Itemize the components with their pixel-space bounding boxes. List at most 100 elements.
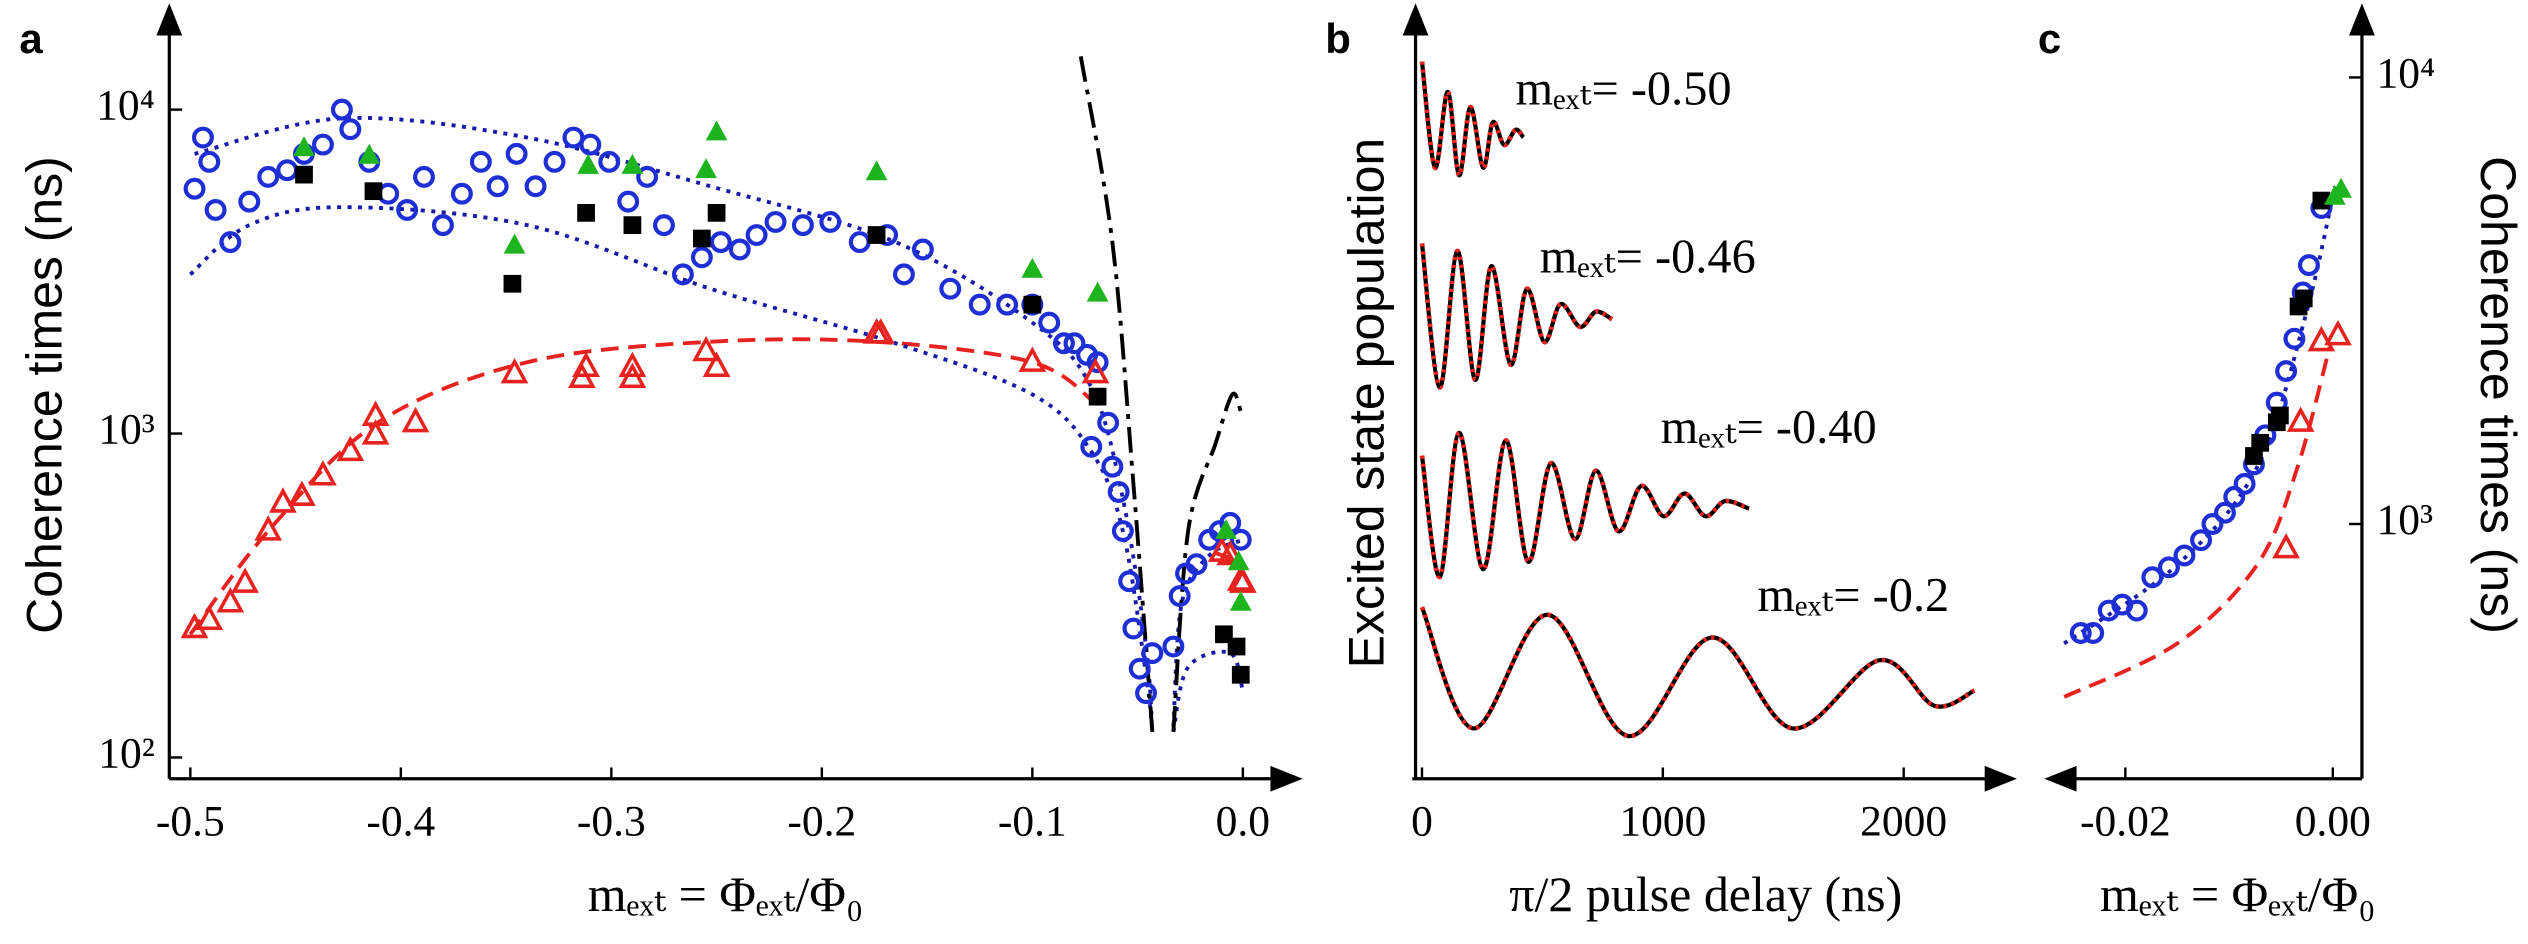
data-point — [2271, 406, 2289, 425]
data-point — [503, 233, 526, 254]
y-axis-arrow — [156, 3, 183, 36]
y-tick-label: 10⁴ — [96, 82, 155, 130]
data-point — [524, 175, 547, 198]
data-point — [2233, 472, 2256, 495]
data-point — [1227, 637, 1246, 656]
data-point — [1063, 332, 1086, 355]
x-tick-label: 0.0 — [1216, 797, 1270, 845]
data-point — [295, 165, 313, 184]
data-point — [2283, 327, 2306, 350]
data-point — [745, 224, 768, 247]
data-point — [2223, 485, 2246, 508]
data-point — [702, 351, 731, 378]
data-point — [1080, 435, 1103, 458]
data-point — [2297, 254, 2320, 277]
data-point — [238, 190, 261, 213]
data-point — [621, 153, 644, 174]
fit-line — [1078, 56, 1155, 732]
data-point — [195, 604, 224, 630]
data-point — [1118, 570, 1141, 593]
data-point — [617, 190, 640, 213]
data-curve — [1419, 243, 1614, 390]
x-tick-label: -0.4 — [366, 797, 435, 845]
trace-label: mₑₓₜ= -0.40 — [1661, 401, 1877, 454]
data-point — [707, 204, 726, 222]
fit-line — [1171, 649, 1245, 733]
data-point — [690, 246, 713, 269]
data-point — [866, 318, 895, 344]
data-point — [276, 159, 299, 182]
data-point — [2251, 433, 2270, 452]
data-point — [618, 351, 647, 378]
y-tick-label: 10⁴ — [2376, 49, 2435, 97]
data-point — [572, 351, 600, 378]
x-tick-label: 0.00 — [2295, 797, 2371, 845]
data-point — [469, 150, 492, 173]
data-point — [204, 199, 227, 221]
data-point — [231, 567, 259, 593]
data-point — [1107, 481, 1130, 503]
data-point — [293, 136, 315, 157]
data-point — [2324, 319, 2352, 346]
data-point — [705, 120, 728, 141]
fit-curve — [1419, 61, 1526, 178]
y-tick-label: 10³ — [98, 406, 155, 454]
data-point — [503, 274, 522, 293]
x-tick-label: 0 — [1411, 797, 1433, 845]
data-point — [486, 175, 509, 198]
trace-label: mₑₓₜ= -0.2 — [1757, 569, 1949, 622]
data-point — [1122, 617, 1145, 640]
x-axis-title: mₑₓₜ = Φₑₓₜ/Φ₀ — [588, 866, 864, 922]
data-point — [848, 231, 871, 254]
y-tick-label: 10³ — [2376, 496, 2433, 544]
panel-label: a — [19, 15, 43, 62]
data-point — [1111, 520, 1134, 543]
x-tick-label: -0.02 — [2080, 797, 2171, 845]
panel-label: b — [1325, 15, 1351, 62]
data-point — [183, 177, 206, 200]
data-point — [1215, 518, 1237, 539]
data-point — [364, 182, 383, 201]
data-point — [1185, 553, 1208, 576]
fit-line — [1171, 391, 1243, 732]
data-point — [865, 160, 888, 181]
data-point — [396, 199, 419, 221]
data-point — [505, 142, 528, 165]
data-point — [311, 133, 334, 156]
data-point — [579, 133, 602, 156]
data-point — [413, 165, 435, 188]
data-point — [1231, 665, 1250, 684]
trace-label: mₑₓₜ= -0.46 — [1540, 230, 1756, 283]
data-point — [1038, 311, 1061, 334]
data-point — [1141, 642, 1164, 665]
data-point — [598, 150, 621, 173]
data-point — [2307, 325, 2336, 352]
fit-curve — [1419, 430, 1750, 579]
data-point — [692, 335, 720, 362]
y-axis-arrow — [1402, 3, 1429, 36]
y-axis-arrow — [2349, 3, 2375, 36]
data-point — [2069, 622, 2092, 644]
data-point — [1021, 257, 1044, 278]
data-point — [336, 435, 365, 462]
x-axis-title: mₑₓₜ = Φₑₓₜ/Φ₀ — [2100, 866, 2376, 922]
data-point — [431, 214, 454, 237]
data-point — [2275, 360, 2298, 383]
data-point — [709, 231, 732, 254]
data-point — [892, 263, 915, 286]
data-point — [939, 277, 962, 300]
data-point — [1227, 550, 1250, 571]
data-point — [2272, 533, 2300, 559]
data-point — [1162, 635, 1185, 658]
data-point — [1228, 567, 1257, 593]
y-axis-title: Excited state population — [1339, 138, 1395, 669]
data-point — [330, 98, 353, 121]
data-point — [254, 515, 283, 541]
data-point — [671, 263, 694, 286]
x-axis-title: π/2 pulse delay (ns) — [1509, 866, 1902, 922]
data-point — [500, 357, 529, 384]
fit-line — [189, 205, 1155, 733]
data-point — [2312, 191, 2331, 210]
